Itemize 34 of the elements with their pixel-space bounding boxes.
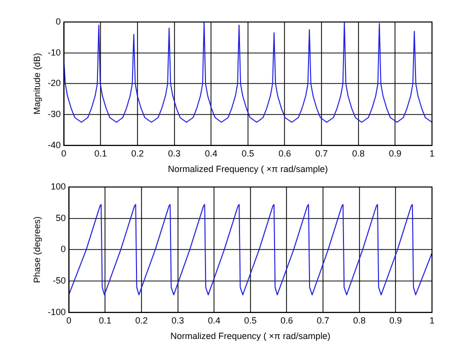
x-tick-label: 0.9 — [389, 315, 402, 326]
x-tick-label: 0.1 — [98, 315, 112, 326]
x-tick-label: 0.3 — [168, 148, 181, 158]
y-axis-title: Phase (degrees) — [32, 216, 42, 283]
x-tick-label: 0.2 — [131, 148, 144, 158]
y-tick-label: -40 — [48, 140, 61, 150]
y-tick-label: 0 — [60, 244, 66, 254]
x-tick-label: 0.7 — [316, 315, 330, 326]
y-tick-label: 100 — [50, 181, 66, 192]
x-tick-label: 0.3 — [172, 315, 184, 326]
x-tick-label: 0.8 — [352, 148, 365, 158]
x-tick-label: 0.5 — [244, 315, 257, 326]
x-tick-label: 0.8 — [353, 315, 366, 326]
y-tick-label: -100 — [48, 306, 66, 317]
x-axis-title: Normalized Frequency ( ×π rad/sample) — [170, 331, 330, 342]
x-tick-label: 0.6 — [280, 315, 293, 326]
x-tick-label: 1 — [429, 148, 435, 158]
y-tick-label: 50 — [56, 212, 66, 223]
y-tick-label: -30 — [48, 109, 61, 120]
y-tick-label: -20 — [48, 78, 61, 88]
y-tick-label: -50 — [52, 276, 66, 286]
y-tick-label: -10 — [48, 47, 61, 58]
x-tick-label: 0.1 — [94, 148, 107, 158]
x-tick-label: 0.6 — [278, 148, 291, 158]
x-axis-title: Normalized Frequency ( ×π rad/sample) — [168, 164, 328, 174]
x-tick-label: 0.4 — [208, 315, 220, 326]
x-tick-label: 1 — [429, 315, 435, 326]
x-tick-label: 0.5 — [242, 148, 254, 158]
x-tick-label: 0.4 — [204, 148, 218, 158]
y-tick-label: 0 — [56, 16, 61, 26]
x-tick-label: 0.2 — [135, 315, 148, 326]
y-axis-title: Magnitude (dB) — [32, 52, 42, 114]
x-tick-label: 0.9 — [388, 148, 402, 158]
x-tick-label: 0.7 — [315, 148, 328, 158]
